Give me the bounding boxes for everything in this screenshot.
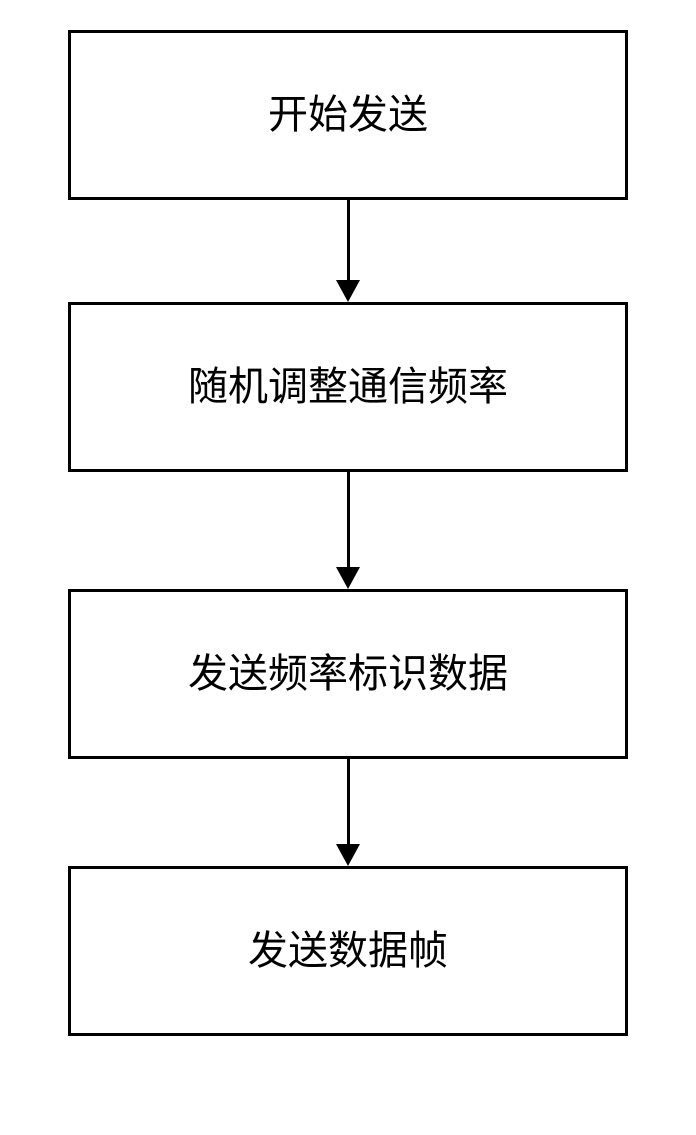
flowchart-node-label: 发送频率标识数据	[188, 650, 508, 698]
arrow-head-icon	[336, 567, 360, 589]
flowchart-node-label: 发送数据帧	[248, 927, 448, 975]
flowchart-node-n1: 开始发送	[68, 30, 628, 200]
flowchart-node-label: 开始发送	[268, 91, 428, 139]
flowchart-arrow	[336, 200, 360, 302]
flowchart-node-n4: 发送数据帧	[68, 866, 628, 1036]
flowchart-node-n2: 随机调整通信频率	[68, 302, 628, 472]
flowchart-node-n3: 发送频率标识数据	[68, 589, 628, 759]
arrow-line	[347, 472, 350, 567]
flowchart-node-label: 随机调整通信频率	[188, 363, 508, 411]
arrow-line	[347, 759, 350, 844]
arrow-head-icon	[336, 280, 360, 302]
flowchart-arrow	[336, 472, 360, 589]
flowchart-container: 开始发送随机调整通信频率发送频率标识数据发送数据帧	[0, 0, 696, 1036]
arrow-head-icon	[336, 844, 360, 866]
arrow-line	[347, 200, 350, 280]
flowchart-arrow	[336, 759, 360, 866]
